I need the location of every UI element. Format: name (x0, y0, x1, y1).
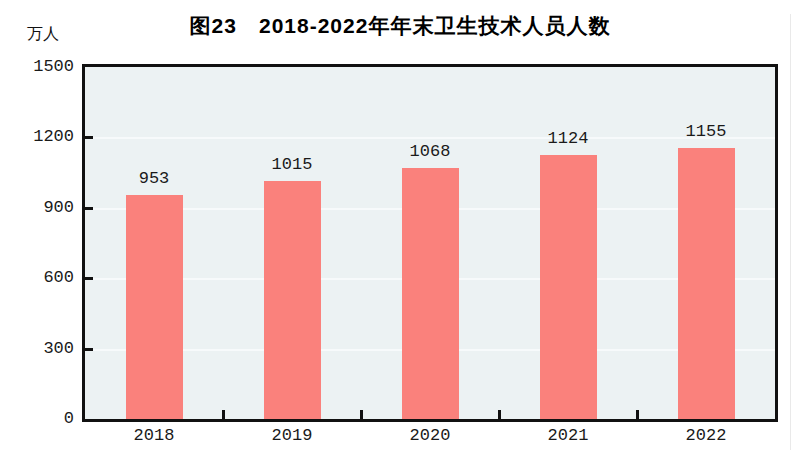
y-axis-label-300: 300 (0, 340, 74, 358)
y-axis-label-900: 900 (0, 199, 74, 217)
x-axis-label-2020: 2020 (385, 426, 475, 446)
x-axis-tick-mark (498, 410, 501, 419)
bar-value-label: 1068 (390, 142, 470, 161)
y-axis-tick-labels: 030060090012001500 (0, 67, 74, 419)
page-edge-line (790, 14, 791, 450)
x-axis-label-2019: 2019 (247, 426, 337, 446)
y-axis-tick-mark (85, 348, 93, 351)
bar-value-label: 1015 (252, 155, 332, 174)
y-axis-label-0: 0 (0, 410, 74, 428)
bar-2020 (402, 168, 459, 419)
bar-2019 (264, 181, 321, 419)
bar-2018 (126, 195, 183, 419)
x-axis-tick-mark (360, 410, 363, 419)
x-axis-tick-mark (636, 410, 639, 419)
y-axis-label-1500: 1500 (0, 58, 74, 76)
y-axis-tick-mark (85, 207, 93, 210)
x-axis-tick-labels: 2018 2019 2020 2021 2022 (85, 426, 775, 448)
bar-2022 (678, 148, 735, 419)
bar-value-label: 1155 (666, 122, 746, 141)
x-axis-tick-mark (222, 410, 225, 419)
plot-inner: 953 1015 1068 1124 1155 (85, 67, 775, 419)
x-axis-label-2022: 2022 (661, 426, 751, 446)
y-axis-label-1200: 1200 (0, 128, 74, 146)
x-axis-label-2018: 2018 (109, 426, 199, 446)
bar-value-label: 1124 (528, 129, 608, 148)
bar-2021 (540, 155, 597, 419)
y-axis-tick-mark (85, 277, 93, 280)
y-axis-label-600: 600 (0, 269, 74, 287)
y-axis-tick-mark (85, 136, 93, 139)
chart-title: 图23 2018-2022年年末卫生技术人员人数 (0, 12, 800, 40)
y-axis-unit-label: 万人 (27, 24, 59, 45)
x-axis-label-2021: 2021 (523, 426, 613, 446)
plot-area: 953 1015 1068 1124 1155 (82, 64, 778, 422)
bar-value-label: 953 (114, 169, 194, 188)
